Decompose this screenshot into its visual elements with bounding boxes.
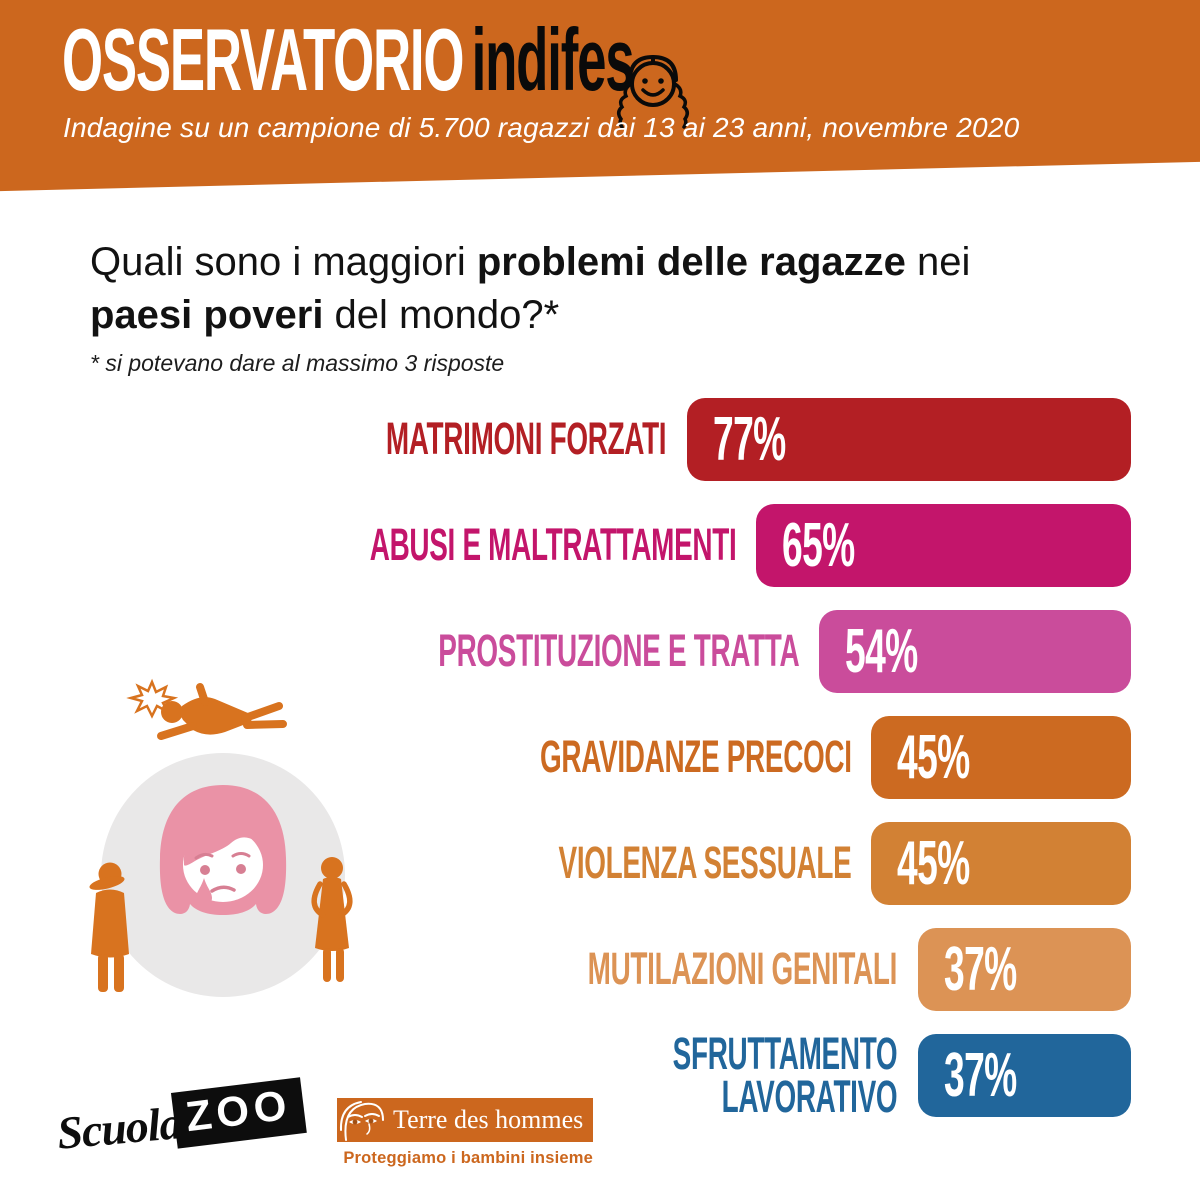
bar-label-text: MUTILAZIONI GENITALI — [588, 943, 898, 995]
tear-icon — [196, 878, 212, 906]
bar-value: 37% — [943, 935, 1017, 1004]
tdh-tagline: Proteggiamo i bambini insieme — [343, 1149, 593, 1167]
question-footnote: * si potevano dare al massimo 3 risposte — [90, 350, 505, 376]
header-subtitle: Indagine su un campione di 5.700 ragazzi… — [63, 112, 1020, 143]
bar-value: 45% — [897, 829, 971, 898]
girl-face-braids-icon — [617, 54, 689, 129]
bar-label: MUTILAZIONI GENITALI — [90, 943, 918, 995]
survey-question: Quali sono i maggiori problemi delle rag… — [90, 236, 1035, 342]
brand-black-text: indifes — [471, 10, 635, 109]
question-bold-1: problemi delle ragazze — [476, 240, 906, 284]
crying-girl-illustration — [89, 678, 353, 997]
bar-label: SFRUTTAMENTO LAVORATIVO — [90, 1027, 918, 1122]
bar-label-text: SFRUTTAMENTO LAVORATIVO — [672, 1027, 898, 1122]
bar-value: 65% — [781, 511, 855, 580]
tdh-name-text: Terre des hommes — [393, 1105, 584, 1134]
question-text: Quali sono i maggiori — [90, 240, 477, 284]
bar-label: GRAVIDANZE PRECOCI — [90, 731, 871, 783]
question-text-3: del mondo?* — [323, 292, 560, 337]
bowing-boy-icon — [89, 862, 129, 992]
brand-white-text: OSSERVATORIO — [62, 10, 464, 109]
bar-label-text: GRAVIDANZE PRECOCI — [539, 731, 852, 783]
chart-row: ABUSI E MALTRATTAMENTI 65% — [90, 504, 1131, 587]
scuolazoo-script-text: Scuola — [55, 1097, 184, 1159]
terre-des-hommes-logo: Terre des hommes Proteggiamo i bambini i… — [337, 1098, 593, 1168]
bar-label-text: PROSTITUZIONE E TRATTA — [438, 625, 800, 677]
bar: 37% — [917, 928, 1131, 1011]
header-band: OSSERVATORIOindifes Indagine su un campi… — [0, 0, 1200, 192]
bar-label: PROSTITUZIONE E TRATTA — [90, 625, 819, 677]
bar-label: ABUSI E MALTRATTAMENTI — [90, 519, 756, 571]
bar-value: 37% — [943, 1041, 1017, 1110]
bar-label-text: ABUSI E MALTRATTAMENTI — [369, 519, 736, 571]
tdh-band: Terre des hommes — [337, 1098, 593, 1142]
bar-value: 45% — [897, 723, 971, 792]
bar: 45% — [871, 822, 1131, 905]
bar: 77% — [686, 398, 1131, 481]
bar-value: 77% — [712, 405, 786, 474]
injured-girl-icon — [126, 678, 287, 740]
chart-row: GRAVIDANZE PRECOCI 45% — [90, 716, 1131, 799]
chart-row: VIOLENZA SESSUALE 45% — [90, 822, 1131, 905]
bar: 54% — [819, 610, 1131, 693]
chart-row: MATRIMONI FORZATI 77% — [90, 398, 1131, 481]
bar-label: MATRIMONI FORZATI — [90, 413, 687, 465]
bar-value: 54% — [845, 617, 919, 686]
chart-row: MUTILAZIONI GENITALI 37% — [90, 928, 1131, 1011]
chart-row: PROSTITUZIONE E TRATTA 54% — [90, 610, 1131, 693]
brand-logo: OSSERVATORIOindifes — [62, 16, 1014, 104]
bar: 45% — [871, 716, 1131, 799]
bar-chart: MATRIMONI FORZATI 77% ABUSI E MALTRATTAMEN… — [90, 398, 1131, 1140]
impact-burst-icon — [126, 678, 179, 719]
bar-label-text: MATRIMONI FORZATI — [386, 413, 667, 465]
bowing-girl-icon — [311, 857, 353, 982]
tdh-face-icon — [337, 1098, 387, 1142]
question-text-2: nei — [905, 240, 971, 284]
bar-label: VIOLENZA SESSUALE — [90, 837, 871, 889]
chart-row: SFRUTTAMENTO LAVORATIVO 37% — [90, 1027, 1131, 1122]
bar: 65% — [755, 504, 1131, 587]
question-bold-2: paesi poveri — [90, 292, 324, 337]
crying-girl-face-icon — [159, 785, 287, 915]
bar-label-text: VIOLENZA SESSUALE — [558, 837, 852, 889]
bar: 37% — [917, 1034, 1131, 1117]
